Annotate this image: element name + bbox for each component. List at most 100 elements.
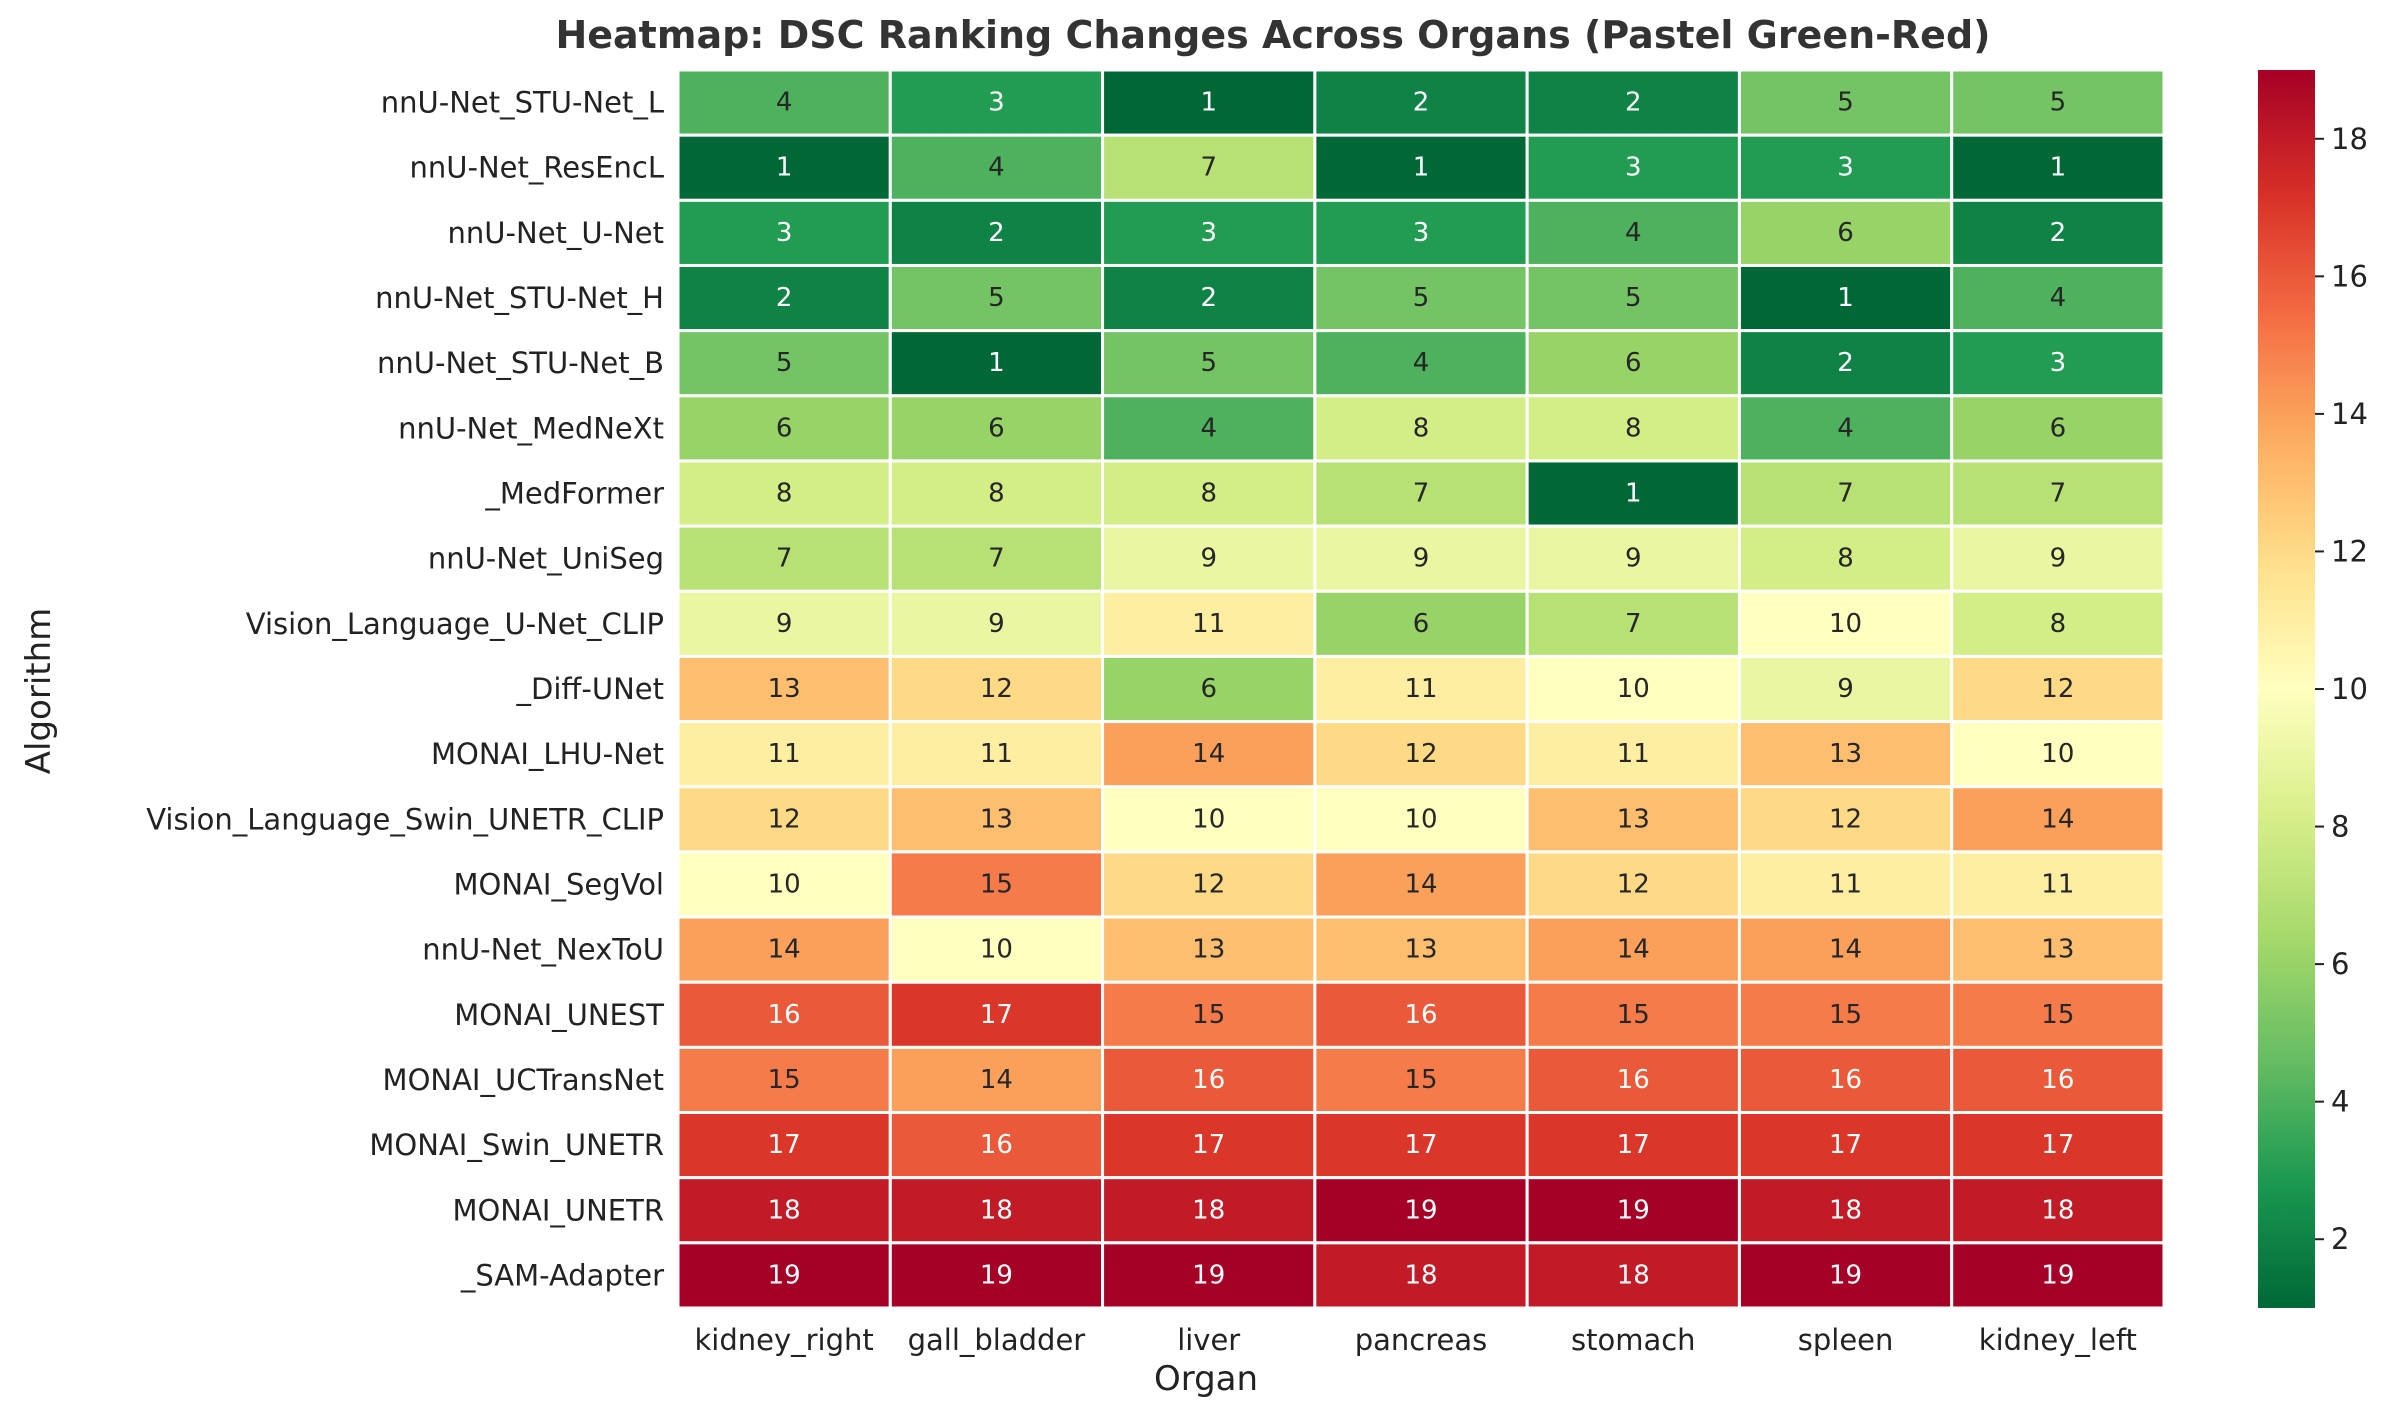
heatmap-cell — [888, 524, 1105, 593]
cell-value-label: 13 — [1192, 935, 1225, 965]
cell-value-label: 11 — [1617, 739, 1650, 769]
colorbar-tick-label: 14 — [2331, 397, 2368, 431]
cell-value-label: 4 — [776, 88, 793, 118]
colorbar-tick-label: 2 — [2331, 1222, 2349, 1256]
heatmap-cell — [1313, 850, 1529, 919]
heatmap-cell — [888, 68, 1105, 137]
heatmap-cell — [1950, 1241, 2166, 1310]
cell-value-label: 7 — [2050, 479, 2067, 509]
heatmap-cell — [1737, 1241, 1954, 1310]
cell-value-label: 16 — [980, 1130, 1013, 1160]
heatmap-cell — [1525, 1045, 1741, 1115]
cell-value-label: 11 — [1829, 869, 1862, 899]
cell-value-label: 17 — [1192, 1130, 1225, 1160]
x-tick-label: spleen — [1798, 1323, 1894, 1357]
cell-value-label: 14 — [1617, 935, 1650, 965]
y-tick-label: Vision_Language_U-Net_CLIP — [246, 607, 664, 641]
y-tick-labels: nnU-Net_STU-Net_L nnU-Net_ResEncL nnU-Net_… — [146, 86, 664, 1293]
y-tick-label: MONAI_Swin_UNETR — [369, 1128, 664, 1162]
cell-value-label: 3 — [2050, 348, 2067, 378]
heatmap-cell — [1737, 980, 1954, 1049]
cell-value-label: 12 — [768, 804, 801, 834]
cell-value-label: 15 — [2041, 1000, 2074, 1030]
cell-value-label: 15 — [1192, 1000, 1225, 1030]
colorbar — [2258, 70, 2315, 1308]
cell-value-label: 18 — [768, 1195, 801, 1225]
cell-value-label: 10 — [768, 869, 801, 899]
x-tick-label: liver — [1177, 1323, 1240, 1357]
cell-value-label: 16 — [1617, 1065, 1650, 1095]
heatmap-cell — [1950, 133, 2166, 202]
cell-value-label: 16 — [768, 1000, 801, 1030]
cell-value-label: 5 — [1625, 283, 1642, 313]
cell-value-label: 5 — [1200, 348, 1217, 378]
y-tick-label: nnU-Net_STU-Net_B — [377, 346, 664, 380]
cell-value-label: 12 — [1404, 739, 1437, 769]
heatmap-cell — [676, 654, 892, 724]
heatmap-cell — [1525, 1241, 1741, 1310]
heatmap-cell — [1101, 720, 1317, 789]
cell-value-label: 8 — [1837, 544, 1854, 574]
y-tick-label: nnU-Net_STU-Net_H — [375, 281, 664, 315]
cell-value-label: 4 — [1413, 348, 1430, 378]
cell-value-label: 8 — [1200, 479, 1217, 509]
cell-value-label: 3 — [776, 218, 793, 248]
x-tick-label: kidney_left — [1979, 1323, 2137, 1357]
colorbar-tick-label: 18 — [2331, 122, 2368, 156]
cell-value-label: 15 — [1617, 1000, 1650, 1030]
heatmap-cell — [1525, 850, 1741, 919]
cell-value-label: 15 — [768, 1065, 801, 1095]
cell-value-label: 19 — [980, 1260, 1013, 1290]
cell-value-label: 7 — [1413, 479, 1430, 509]
heatmap-cell — [1313, 1176, 1529, 1245]
cell-value-label: 13 — [980, 804, 1013, 834]
heatmap-cell — [888, 394, 1105, 463]
cell-value-label: 14 — [2041, 804, 2074, 834]
y-tick-label: MONAI_UNETR — [452, 1193, 664, 1227]
cell-value-label: 16 — [2041, 1065, 2074, 1095]
heatmap-cell — [1313, 915, 1529, 984]
cell-value-label: 11 — [1192, 609, 1225, 639]
heatmap-cell — [1313, 1111, 1529, 1180]
heatmap-cell — [676, 394, 892, 463]
cell-value-label: 7 — [1625, 609, 1642, 639]
cell-value-label: 17 — [1404, 1130, 1437, 1160]
heatmap-cell — [1101, 1111, 1317, 1180]
cell-value-label: 9 — [776, 609, 793, 639]
cell-value-label: 16 — [1192, 1065, 1225, 1095]
chart-title: Heatmap: DSC Ranking Changes Across Orga… — [555, 13, 1990, 57]
cell-value-label: 1 — [1625, 479, 1642, 509]
cell-value-label: 5 — [776, 348, 793, 378]
cell-value-label: 16 — [1829, 1065, 1862, 1095]
cell-value-label: 14 — [1404, 869, 1437, 899]
y-tick-label: Vision_Language_Swin_UNETR_CLIP — [146, 802, 664, 836]
cell-value-label: 9 — [2050, 544, 2067, 574]
cell-value-label: 1 — [1413, 153, 1430, 183]
cell-value-label: 1 — [776, 153, 793, 183]
heatmap-cell — [1737, 68, 1954, 137]
colorbar-ticks: 2 4 6 8 10 12 14 16 18 — [2315, 122, 2368, 1256]
heatmap-cell — [1525, 589, 1741, 658]
heatmap-cell — [1313, 980, 1529, 1049]
cell-value-label: 18 — [1404, 1260, 1437, 1290]
heatmap-cell — [1313, 459, 1529, 528]
heatmap-cell — [1101, 459, 1317, 528]
heatmap-cell — [676, 850, 892, 919]
cell-value-label: 13 — [768, 674, 801, 704]
heatmap-cell — [1525, 980, 1741, 1049]
cell-value-label: 19 — [1617, 1195, 1650, 1225]
cell-value-label: 2 — [988, 218, 1005, 248]
cell-value-label: 14 — [1829, 935, 1862, 965]
heatmap-cell — [1313, 720, 1529, 789]
heatmap-cell — [1950, 785, 2166, 854]
y-tick-label: nnU-Net_UniSeg — [428, 542, 664, 576]
heatmap-cell — [1101, 1045, 1317, 1115]
cell-value-label: 8 — [2050, 609, 2067, 639]
heatmap-cell — [676, 524, 892, 593]
x-tick-label: gall_bladder — [908, 1323, 1086, 1357]
heatmap-cell — [888, 263, 1105, 333]
heatmap-cell — [676, 133, 892, 202]
heatmap-cell — [1313, 524, 1529, 593]
heatmap-cell — [1737, 654, 1954, 724]
